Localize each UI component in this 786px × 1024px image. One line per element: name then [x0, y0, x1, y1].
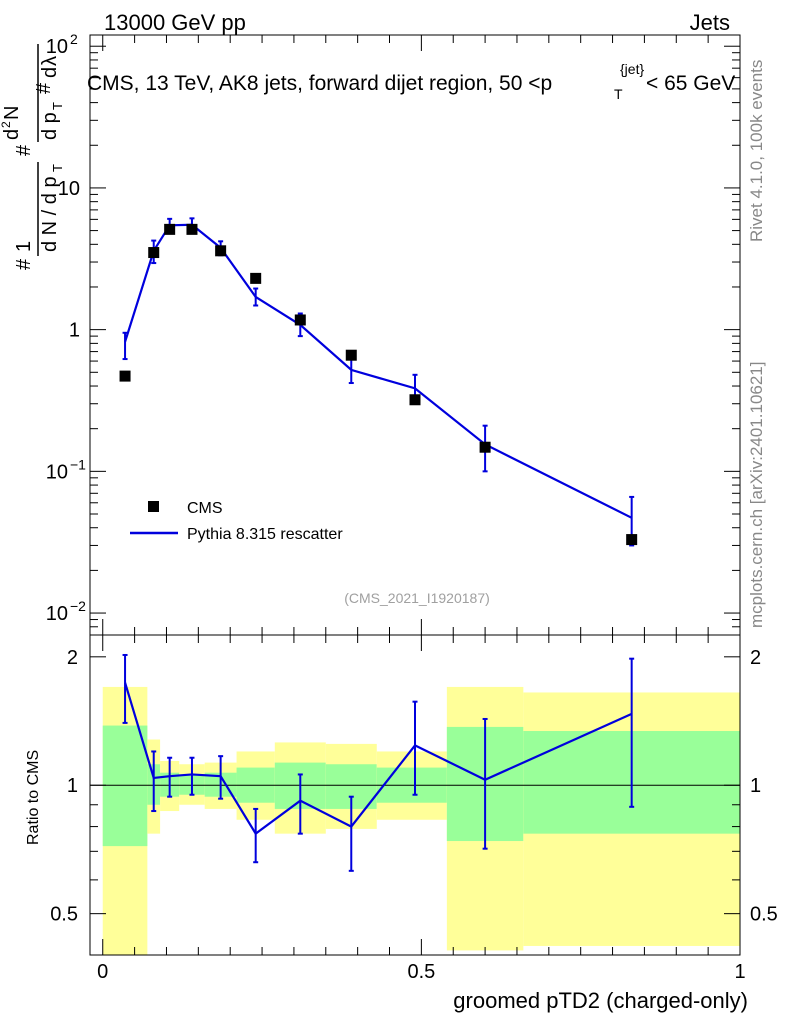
xtick-label-1: 0.5 [407, 961, 435, 983]
ratio-panel-frame [89, 634, 741, 956]
ratio-ytick-label-left-2: 2 [67, 647, 78, 669]
ratio-band-green-0 [102, 725, 148, 847]
cms-point-5 [250, 272, 262, 284]
cms-point-9 [479, 441, 491, 453]
x-axis-label: groomed pTD2 (charged-only) [453, 988, 748, 1013]
chart-title-main: CMS, 13 TeV, AK8 jets, forward dijet reg… [87, 72, 552, 95]
svg-text:d: d [1, 129, 23, 140]
main-panel-frame [89, 34, 741, 636]
svg-text:d p: d p [39, 112, 61, 140]
svg-text:#: # [13, 258, 35, 270]
header-category-label: Jets [690, 10, 730, 35]
xtick-label-0: 0 [97, 961, 108, 983]
ratio-panel-data [122, 653, 635, 872]
cms-point-1 [148, 247, 160, 259]
legend-pythia-label: Pythia 8.315 rescatter [187, 526, 343, 543]
legend-cms-label: CMS [187, 500, 223, 517]
svg-text:T: T [50, 164, 65, 172]
svg-text:#: # [33, 82, 55, 94]
main-ytick-label-1: 10 [46, 461, 68, 483]
main-ytick-label-exp-0: −2 [70, 598, 86, 614]
svg-text:T: T [50, 102, 65, 110]
svg-text:d N / d p: d N / d p [39, 176, 61, 252]
xtick-label-2: 1 [734, 961, 745, 983]
chart-title: CMS, 13 TeV, AK8 jets, forward dijet reg… [87, 72, 552, 95]
chart-title-tail: < 65 GeV [646, 72, 735, 95]
svg-text:d: d [39, 67, 61, 78]
ratio-ytick-label-right-1: 1 [750, 775, 761, 797]
main-ytick-label-0: 10 [46, 603, 68, 625]
svg-text:2: 2 [0, 121, 13, 128]
ratio-ytick-label-left-1: 1 [67, 775, 78, 797]
main-ytick-label-exp-4: 2 [70, 31, 78, 47]
svg-text:λ: λ [39, 56, 61, 66]
main-ytick-label-2: 1 [69, 320, 80, 342]
analysis-id-label: (CMS_2021_I1920187) [344, 590, 490, 606]
cms-point-7 [345, 349, 357, 361]
chart-title-superscript: {jet} [620, 61, 644, 77]
main-panel-data [119, 217, 638, 547]
svg-text:1: 1 [13, 241, 35, 252]
ratio-ytick-label-right-0: 0.5 [750, 904, 778, 926]
main-ytick-label-3: 10 [58, 178, 80, 200]
ratio-ytick-label-right-2: 2 [750, 647, 761, 669]
mcplots-label: mcplots.cern.ch [arXiv:2401.10621] [747, 362, 766, 628]
main-y-axis-label: # 1 d N / d p T # d 2 N d p T # d λ [0, 44, 65, 270]
svg-text:#: # [13, 144, 35, 156]
cms-point-10 [626, 534, 638, 546]
main-ytick-label-4: 10 [46, 36, 68, 58]
cms-point-3 [186, 223, 198, 235]
legend: CMS Pythia 8.315 rescatter [130, 500, 343, 543]
header-energy-label: 13000 GeV pp [104, 10, 246, 35]
ratio-ytick-label-left-0: 0.5 [50, 904, 78, 926]
rivet-version-label: Rivet 4.1.0, 100k events [747, 60, 766, 242]
cms-point-4 [215, 245, 227, 257]
main-ytick-label-exp-1: −1 [70, 456, 86, 472]
cms-point-8 [409, 394, 421, 406]
ratio-y-axis-label: Ratio to CMS [25, 750, 42, 845]
cms-point-2 [164, 223, 176, 235]
cms-point-0 [119, 370, 131, 382]
svg-text:N: N [1, 106, 23, 120]
mc-line [123, 223, 633, 519]
cms-point-6 [294, 314, 306, 326]
legend-cms-marker [148, 501, 159, 512]
chart-title-subscript: T [614, 86, 623, 102]
